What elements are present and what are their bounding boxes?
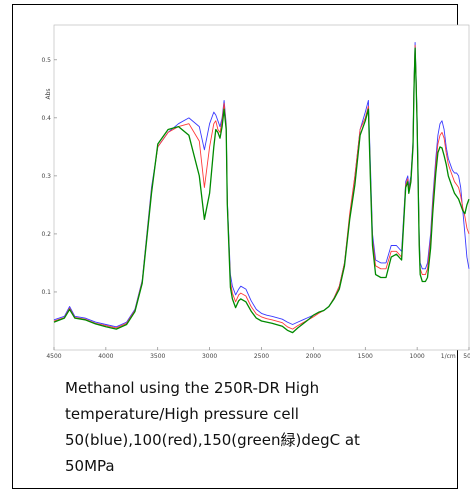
x-tick-label: 2000: [306, 353, 321, 360]
y-tick-label: 0.5: [41, 57, 51, 64]
caption-line: temperature/High pressure cell: [65, 405, 299, 423]
x-tick-label: 4000: [98, 353, 113, 360]
ir-spectrum-chart: Abs 0.1 0.2 0.3 0.4 0.5 4500 4000 3500 3000 2500…: [41, 24, 470, 360]
x-tick-label: 3000: [202, 353, 217, 360]
plot-area: [53, 24, 470, 351]
y-tick-label: 0.4: [41, 115, 51, 122]
caption-line: Methanol using the 250R-DR High: [65, 379, 320, 397]
series-line-3: [53, 47, 470, 334]
figure-caption: Methanol using the 250R-DR High temperat…: [65, 375, 465, 479]
x-tick-label: 3500: [150, 353, 165, 360]
series-line-2: [53, 44, 470, 330]
x-tick-label: 1000: [409, 353, 424, 360]
x-tick-label: 2500: [254, 353, 269, 360]
caption-line: 50(blue),100(red),150(green緑)degC at: [65, 431, 360, 449]
figure-frame: Abs 0.1 0.2 0.3 0.4 0.5 4500 4000 3500 3000 2500…: [12, 4, 470, 489]
y-axis-label: Abs: [45, 88, 52, 99]
x-tick-label: 500: [463, 353, 470, 360]
caption-line: 50MPa: [65, 457, 115, 475]
y-tick-label: 0.3: [41, 173, 51, 180]
x-tick-label: 1500: [358, 353, 373, 360]
x-unit-label: 1/cm: [441, 353, 456, 360]
x-tick-label: 4500: [46, 353, 61, 360]
y-tick-label: 0.1: [41, 289, 51, 296]
y-tick-label: 0.2: [41, 231, 51, 238]
